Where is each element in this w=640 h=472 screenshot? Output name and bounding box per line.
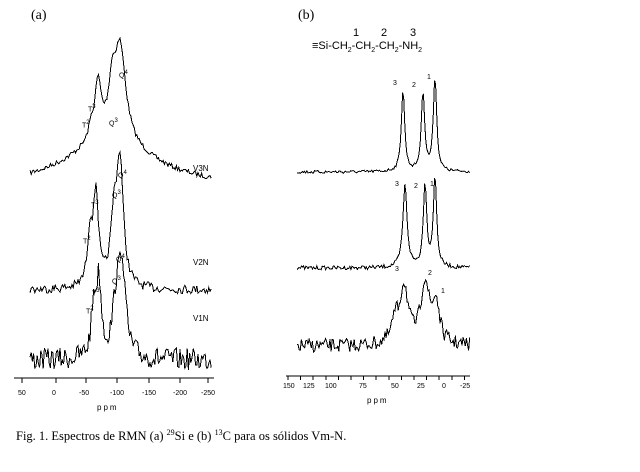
peak-label-q4-v3n: Q4 <box>119 70 128 80</box>
peak-label-t3-v1n: T3 <box>92 288 100 298</box>
tick-b-50: 50 <box>391 383 399 390</box>
peak-label-t2-v1n: T2 <box>86 306 94 316</box>
trace-c13-middle <box>296 177 471 272</box>
c13-peak-label-1-bot: 1 <box>441 288 445 295</box>
carbon-number-1: 1 <box>353 27 360 39</box>
panel-a-label: (a) <box>31 8 47 23</box>
c13-peak-label-2-top: 2 <box>412 82 416 89</box>
c13-peak-label-3-top: 3 <box>393 80 397 87</box>
tick-b-0: 0 <box>442 383 446 390</box>
tick-a-minus100: -100 <box>110 390 125 397</box>
tick-a-minus200: -200 <box>173 390 188 397</box>
tick-a-50: 50 <box>18 390 26 397</box>
si29-traces <box>29 36 212 371</box>
peak-label-t2-v2n: T2 <box>83 236 91 246</box>
tick-a-minus150: -150 <box>142 390 157 397</box>
x-axis-a <box>14 377 214 383</box>
x-axis-b <box>286 375 470 380</box>
trace-c13-top <box>297 80 471 174</box>
trace-v1n <box>29 251 212 371</box>
trace-v3n <box>29 36 212 179</box>
molecule-structure: ≡Si-CH2-CH2-CH2-NH2 <box>312 40 423 55</box>
peak-label-t3-v3n: T3 <box>88 104 96 114</box>
peak-label-q3-v2n: Q3 <box>112 190 121 200</box>
tick-a-minus50: -50 <box>79 390 90 397</box>
c13-peak-label-3-mid: 3 <box>395 181 399 188</box>
c13-peak-label-2-bot: 2 <box>428 270 432 277</box>
figure-caption: Fig. 1. Espectros de RMN (a) 29Si e (b) … <box>16 428 347 444</box>
carbon-number-2: 2 <box>381 27 388 39</box>
sample-label-v3n: V3N <box>193 164 209 173</box>
x-axis-label-a: ppm <box>97 403 119 412</box>
trace-v2n <box>29 150 212 295</box>
sample-label-v2n: V2N <box>193 258 209 267</box>
tick-b-25: 25 <box>417 383 425 390</box>
carbon-number-3: 3 <box>410 27 417 39</box>
c13-peak-label-1-mid: 1 <box>430 181 434 188</box>
peak-label-q4-v1n: Q4 <box>116 254 125 264</box>
tick-b-125: 125 <box>303 383 315 390</box>
peak-label-t3-v2n: T3 <box>91 200 99 210</box>
peak-label-t2-v3n: T2 <box>82 120 90 130</box>
c13-peak-label-2-mid: 2 <box>414 183 418 190</box>
peak-label-q3-v3n: Q3 <box>109 118 118 128</box>
panel-b-label: (b) <box>298 8 315 23</box>
tick-b-150: 150 <box>283 383 295 390</box>
c13-peak-label-1-top: 1 <box>427 74 431 81</box>
peak-label-q3-v1n: Q3 <box>112 276 121 286</box>
tick-b-100: 100 <box>325 383 337 390</box>
c13-traces <box>296 80 471 354</box>
tick-a-0: 0 <box>52 390 56 397</box>
sample-label-v1n: V1N <box>193 314 209 323</box>
tick-b-minus25: -25 <box>460 383 471 390</box>
tick-a-minus250: -250 <box>201 390 216 397</box>
x-axis-label-b: ppm <box>367 396 389 405</box>
tick-b-75: 75 <box>359 383 367 390</box>
c13-peak-label-3-bot: 3 <box>395 266 399 273</box>
peak-label-q4-v2n: Q4 <box>118 170 127 180</box>
trace-c13-bottom <box>296 278 471 354</box>
